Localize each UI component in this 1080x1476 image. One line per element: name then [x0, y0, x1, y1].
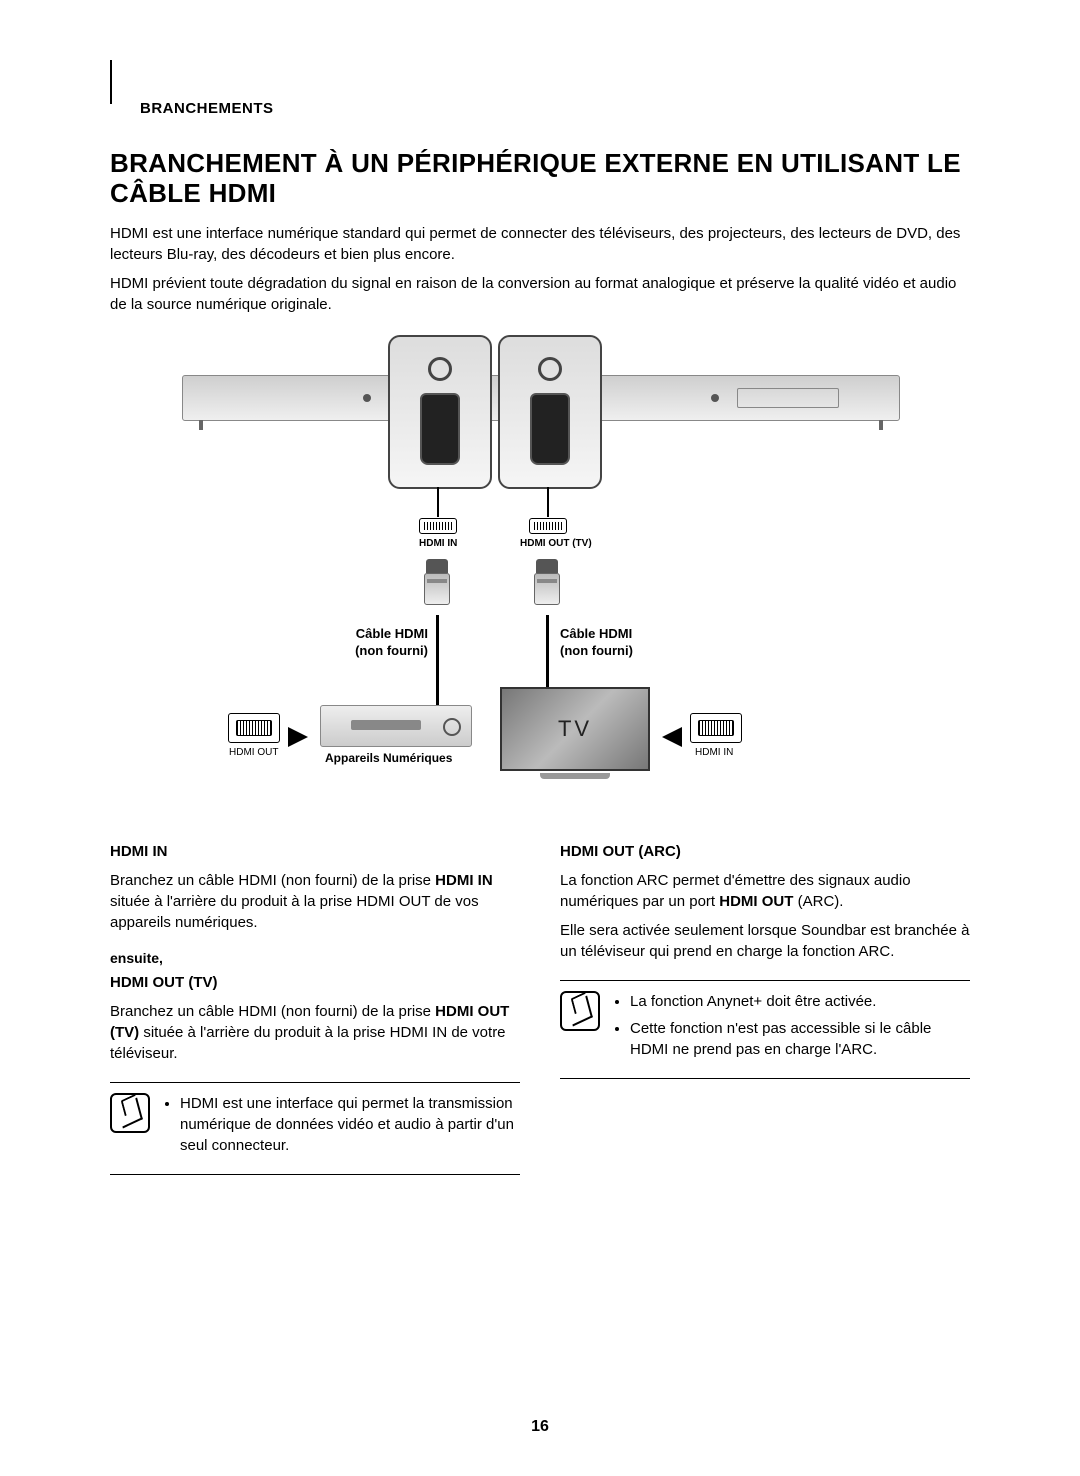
cable-label-right: Câble HDMI (non fourni): [560, 625, 670, 660]
bottom-right-port-icon: [690, 713, 742, 743]
hdmi-out-port-label: HDMI OUT (TV): [520, 538, 592, 549]
hdmi-plug-right: [534, 559, 560, 615]
left-p-hdmi-in: Branchez un câble HDMI (non fourni) de l…: [110, 870, 520, 933]
right-h-hdmi-arc: HDMI OUT (ARC): [560, 841, 970, 862]
hdmi-out-zoom: [498, 335, 602, 489]
hdmi-in-port-icon: [419, 518, 457, 534]
digital-device-graphic: [320, 705, 472, 747]
left-mini-h-ensuite: ensuite,: [110, 949, 520, 969]
cable-label-left-l1: Câble HDMI: [356, 626, 428, 641]
tv-graphic: TV: [500, 687, 650, 781]
right-note-box: La fonction Anynet+ doit être activée. C…: [560, 980, 970, 1079]
intro-paragraph-1: HDMI est une interface numérique standar…: [110, 223, 970, 265]
digital-device-label: Appareils Numériques: [325, 751, 452, 765]
connection-diagram: HDMI IN HDMI OUT (TV) Câble HDMI (non fo…: [110, 335, 970, 815]
right-note-item-2: Cette fonction n'est pas accessible si l…: [630, 1018, 970, 1060]
intro-paragraph-2: HDMI prévient toute dégradation du signa…: [110, 273, 970, 315]
left-p-hdmi-out: Branchez un câble HDMI (non fourni) de l…: [110, 1001, 520, 1064]
cable-label-right-l2: (non fourni): [560, 643, 633, 658]
right-p-arc-1: La fonction ARC permet d'émettre des sig…: [560, 870, 970, 912]
arrow-right-icon: [662, 727, 682, 747]
page-number: 16: [0, 1418, 1080, 1436]
bottom-left-port-label: HDMI OUT: [229, 747, 278, 758]
section-label: BRANCHEMENTS: [140, 100, 970, 117]
cable-label-left-l2: (non fourni): [355, 643, 428, 658]
cable-label-right-l1: Câble HDMI: [560, 626, 632, 641]
right-column: HDMI OUT (ARC) La fonction ARC permet d'…: [560, 831, 970, 1176]
bottom-left-port-icon: [228, 713, 280, 743]
left-h-hdmi-out: HDMI OUT (TV): [110, 972, 520, 993]
cable-label-left: Câble HDMI (non fourni): [328, 625, 428, 660]
note-icon: [110, 1093, 150, 1133]
page-title: BRANCHEMENT À UN PÉRIPHÉRIQUE EXTERNE EN…: [110, 149, 970, 209]
bottom-right-port-label: HDMI IN: [695, 747, 733, 758]
hdmi-in-zoom: [388, 335, 492, 489]
left-column: HDMI IN Branchez un câble HDMI (non four…: [110, 831, 520, 1176]
note-icon: [560, 991, 600, 1031]
left-note-item-1: HDMI est une interface qui permet la tra…: [180, 1093, 520, 1156]
right-note-item-1: La fonction Anynet+ doit être activée.: [630, 991, 970, 1012]
hdmi-in-port-label: HDMI IN: [419, 538, 457, 549]
tv-screen-label: TV: [500, 687, 650, 771]
hdmi-plug-left: [424, 559, 450, 615]
right-p-arc-2: Elle sera activée seulement lorsque Soun…: [560, 920, 970, 962]
left-h-hdmi-in: HDMI IN: [110, 841, 520, 862]
section-rule: [110, 60, 112, 104]
left-note-box: HDMI est une interface qui permet la tra…: [110, 1082, 520, 1175]
hdmi-out-port-icon: [529, 518, 567, 534]
arrow-left-icon: [288, 727, 308, 747]
